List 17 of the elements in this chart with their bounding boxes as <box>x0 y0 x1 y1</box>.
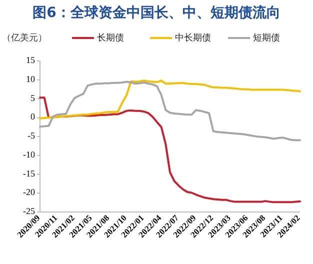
y-tick-label: 15 <box>26 55 36 66</box>
y-tick-label: -20 <box>23 187 36 198</box>
line-series <box>39 80 301 142</box>
y-tick-label: 0 <box>30 112 36 122</box>
y-tick-label: 10 <box>26 74 36 84</box>
legend-label: 中长期债 <box>175 32 211 44</box>
legend-label: 长期债 <box>97 32 124 44</box>
y-tick-label: -10 <box>23 149 36 160</box>
y-tick-label: -25 <box>23 206 36 216</box>
line-series <box>39 96 301 204</box>
chart-title: 图6：全球资金中国长、中、短期债流向 <box>32 4 280 21</box>
y-tick-label: 5 <box>30 92 36 103</box>
legend-label: 短期债 <box>253 32 280 44</box>
y-axis-title: （亿美元） <box>2 32 47 44</box>
y-tick-label: -15 <box>23 168 36 178</box>
line-series <box>39 80 301 120</box>
y-tick-label: -5 <box>28 130 36 141</box>
